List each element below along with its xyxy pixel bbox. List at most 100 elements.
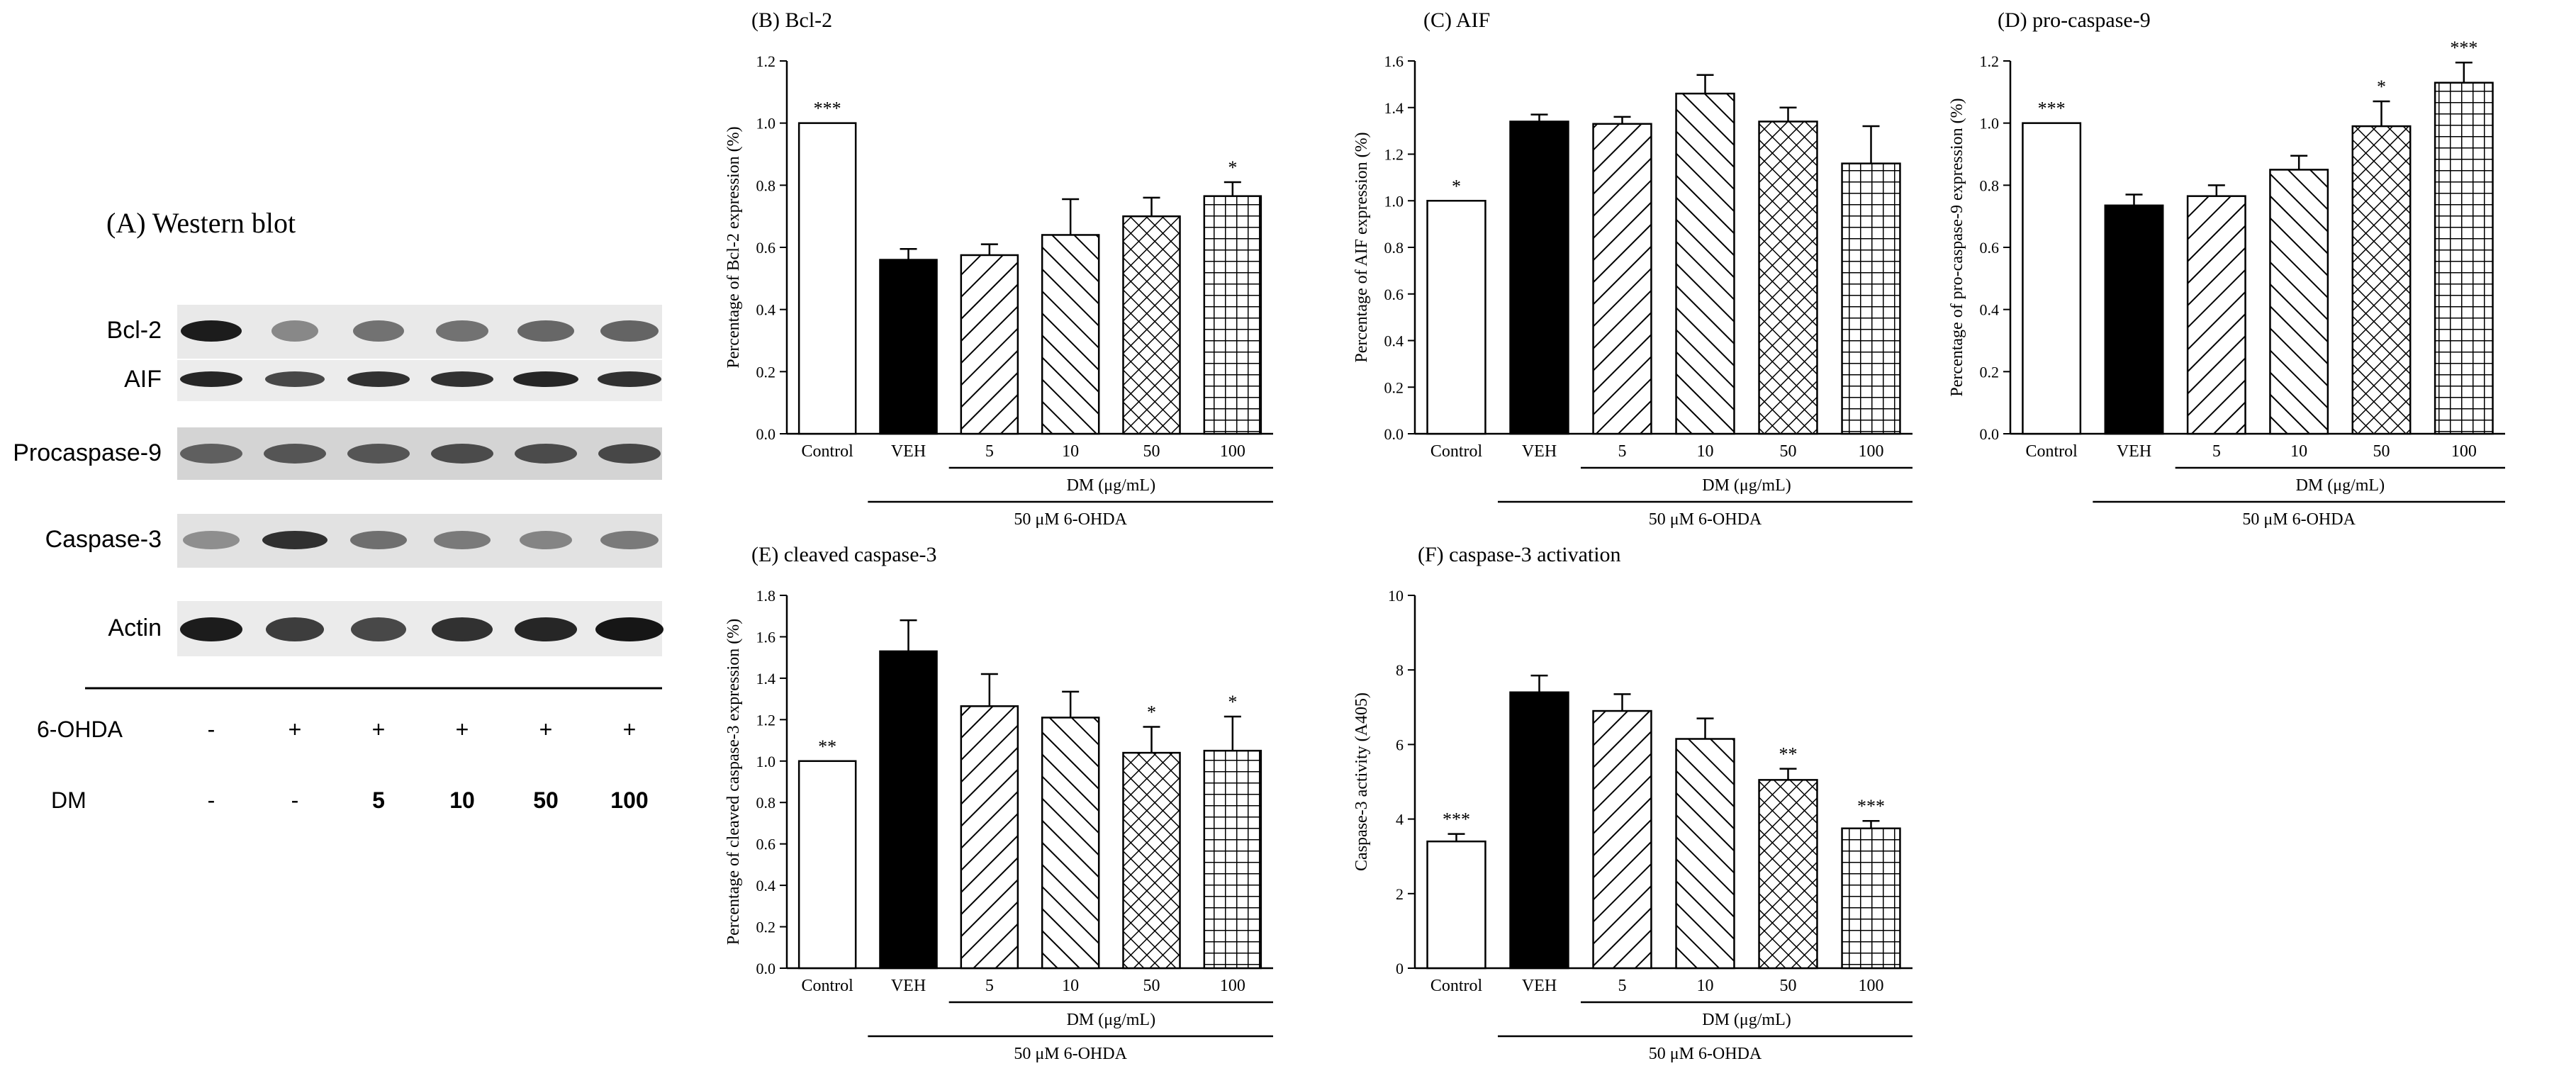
treatment-value: - bbox=[208, 717, 215, 742]
y-tick-label: 1.0 bbox=[756, 753, 776, 770]
chart-panel-c: (C) AIF 0.0 0.2 0.4 0.6 0.8 1.0 1.2 1.4 1.6 Percen… bbox=[1353, 9, 1913, 529]
blot-row-label: Bcl-2 bbox=[107, 317, 162, 344]
y-tick-label: 1.8 bbox=[756, 587, 776, 605]
x-tick-label: Control bbox=[801, 977, 853, 995]
x-tick-label: Control bbox=[1430, 977, 1483, 995]
x-tick-label: 10 bbox=[1062, 442, 1079, 461]
y-tick-label: 0.2 bbox=[1384, 378, 1404, 396]
bar bbox=[960, 705, 1019, 970]
blot-strip-procaspase9 bbox=[177, 427, 662, 480]
x-tick-label: 100 bbox=[1220, 977, 1245, 995]
x-tick-label: VEH bbox=[891, 442, 926, 461]
blot-strip-caspase3 bbox=[177, 514, 662, 568]
bar bbox=[1426, 200, 1486, 435]
x-tick-label: 10 bbox=[1062, 977, 1079, 995]
ohda-group-label: 50 μM 6-OHDA bbox=[1649, 510, 1762, 529]
blot-band bbox=[265, 371, 325, 387]
x-tick-label: 10 bbox=[1697, 442, 1714, 461]
bar bbox=[2022, 122, 2082, 435]
bar bbox=[1203, 749, 1262, 970]
y-axis-label: Percentage of cleaved caspase-3 expressi… bbox=[724, 619, 743, 945]
bar bbox=[2434, 82, 2494, 435]
blot-band bbox=[347, 371, 410, 387]
y-tick-label: 1.4 bbox=[756, 670, 776, 688]
bar bbox=[1758, 120, 1818, 435]
bar bbox=[879, 259, 938, 435]
bar bbox=[1203, 195, 1262, 435]
x-tick-label: 5 bbox=[985, 442, 994, 461]
x-tick-label: VEH bbox=[891, 977, 926, 995]
blot-title: (A) Western blot bbox=[106, 207, 296, 239]
y-tick-label: 1.0 bbox=[756, 115, 776, 133]
blot-band bbox=[515, 617, 577, 641]
ohda-group-label: 50 μM 6-OHDA bbox=[1014, 1045, 1127, 1063]
x-tick-label: 100 bbox=[1859, 977, 1884, 995]
blot-band bbox=[180, 617, 242, 641]
blot-band bbox=[436, 320, 488, 342]
treatment-label-6ohda: 6-OHDA bbox=[37, 717, 123, 742]
bar bbox=[1122, 215, 1181, 435]
y-axis-label: Percentage of Bcl-2 expression (%) bbox=[724, 126, 743, 368]
dm-group-label: DM (μg/mL) bbox=[1702, 476, 1791, 495]
treatment-value: + bbox=[372, 717, 386, 742]
y-tick-label: 0.4 bbox=[756, 301, 776, 319]
blot-row-label: Actin bbox=[108, 615, 162, 641]
bar bbox=[1592, 123, 1652, 435]
dm-group-label: DM (μg/mL) bbox=[1067, 1011, 1156, 1029]
x-tick-label: Control bbox=[1430, 442, 1483, 461]
chart-panel-d: (D) pro-caspase-9 0.0 0.2 0.4 0.6 0.8 1.0 1.2 Pe… bbox=[1948, 9, 2505, 529]
bar bbox=[2186, 195, 2246, 435]
y-tick-label: 1.6 bbox=[1384, 52, 1404, 70]
treatment-value: + bbox=[539, 717, 553, 742]
significance-mark: ** bbox=[1779, 744, 1798, 765]
y-tick-label: 1.2 bbox=[1980, 52, 2000, 70]
blot-band bbox=[598, 371, 661, 387]
bar bbox=[879, 650, 938, 970]
blot-band bbox=[264, 444, 326, 464]
x-tick-label: Control bbox=[2025, 442, 2078, 461]
blot-row-label: AIF bbox=[124, 366, 162, 393]
blot-row-label: Procaspase-9 bbox=[13, 439, 162, 466]
y-tick-label: 0.8 bbox=[1980, 176, 2000, 194]
treatment-value: - bbox=[291, 787, 299, 813]
y-tick-label: 0.6 bbox=[756, 239, 776, 257]
y-tick-label: 0.8 bbox=[756, 794, 776, 812]
x-tick-label: 10 bbox=[1697, 977, 1714, 995]
bar bbox=[1426, 840, 1486, 970]
treatment-value: + bbox=[289, 717, 302, 742]
blot-band bbox=[180, 444, 242, 464]
treatment-label-dm: DM bbox=[51, 787, 86, 813]
x-tick-label: 50 bbox=[2373, 442, 2390, 461]
treatment-value: 10 bbox=[449, 787, 475, 813]
blot-strip-aif bbox=[177, 360, 662, 401]
bar bbox=[1675, 92, 1735, 435]
blot-band bbox=[513, 371, 578, 387]
y-tick-label: 10 bbox=[1388, 587, 1404, 605]
treatment-value: 5 bbox=[372, 787, 385, 813]
y-tick-label: 2 bbox=[1396, 885, 1404, 903]
y-tick-label: 0 bbox=[1396, 960, 1404, 977]
significance-mark: * bbox=[1147, 702, 1156, 723]
ohda-group-label: 50 μM 6-OHDA bbox=[2242, 510, 2356, 529]
treatment-value: 100 bbox=[610, 787, 648, 813]
significance-mark: *** bbox=[2038, 99, 2066, 119]
blot-band bbox=[183, 531, 240, 549]
x-tick-label: 50 bbox=[1143, 442, 1160, 461]
blot-band bbox=[181, 320, 242, 342]
x-tick-label: 10 bbox=[2290, 442, 2307, 461]
y-tick-label: 0.0 bbox=[1384, 425, 1404, 443]
bar bbox=[2351, 125, 2412, 435]
chart-title: (D) pro-caspase-9 bbox=[1998, 9, 2151, 32]
y-tick-label: 0.0 bbox=[756, 960, 776, 977]
x-tick-label: VEH bbox=[1522, 977, 1557, 995]
chart-title: (F) caspase-3 activation bbox=[1418, 543, 1621, 566]
chart-panel-e: (E) cleaved caspase-3 0.0 0.2 0.4 0.6 0.8 1.0 1… bbox=[724, 543, 1273, 1063]
significance-mark: * bbox=[1228, 692, 1237, 712]
y-tick-label: 1.0 bbox=[1980, 115, 2000, 133]
blot-band bbox=[432, 617, 493, 641]
y-tick-label: 0.4 bbox=[756, 877, 776, 894]
y-tick-label: 6 bbox=[1396, 736, 1404, 753]
x-tick-label: 5 bbox=[2212, 442, 2221, 461]
x-tick-label: 50 bbox=[1780, 977, 1797, 995]
